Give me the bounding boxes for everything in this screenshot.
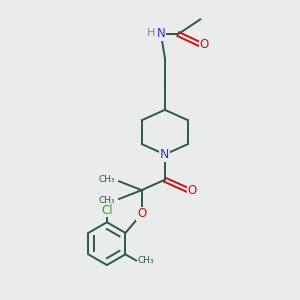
Text: CH₃: CH₃ xyxy=(99,196,115,205)
Text: O: O xyxy=(200,38,209,51)
Text: CH₃: CH₃ xyxy=(138,256,154,265)
Text: H: H xyxy=(147,28,156,38)
Text: Cl: Cl xyxy=(101,204,113,217)
Text: O: O xyxy=(187,184,196,196)
Text: N: N xyxy=(160,148,170,161)
Text: O: O xyxy=(137,207,146,220)
Text: CH₃: CH₃ xyxy=(99,175,115,184)
Text: N: N xyxy=(157,27,165,40)
